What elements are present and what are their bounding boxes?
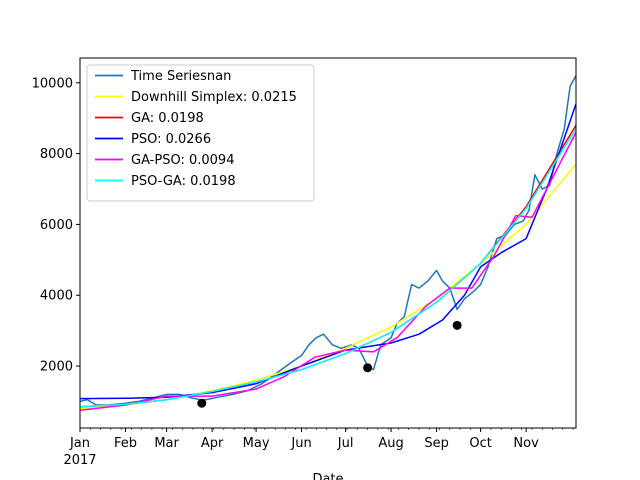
x-tick-sublabel: 2017 [63, 453, 96, 468]
x-axis-title: Date [312, 472, 343, 480]
x-tick-label: Nov [513, 436, 539, 451]
legend-label: GA: 0.0198 [131, 111, 204, 126]
scatter-point-2 [363, 363, 373, 373]
x-tick-label: Oct [469, 436, 491, 451]
legend-box [86, 64, 315, 202]
legend: Time Seriesnan Downhill Simplex: 0.0215 GA… [86, 64, 315, 202]
x-tick-label: Feb [114, 436, 137, 451]
x-tick-label: Apr [201, 436, 224, 451]
x-axis: Jan 2017 Feb Mar Apr May Jun Jul Aug Sep Oct Nov [63, 428, 574, 468]
scatter-point-1 [197, 398, 207, 408]
y-tick-label: 8000 [40, 147, 73, 162]
y-tick-label: 2000 [40, 360, 73, 375]
legend-label: Time Seriesnan [130, 69, 231, 84]
x-tick-label: May [243, 436, 270, 451]
marker-layer [197, 320, 462, 408]
y-tick-label: 10000 [32, 76, 73, 91]
legend-label: PSO-GA: 0.0198 [131, 174, 236, 189]
x-tick-label: Jul [337, 436, 354, 451]
legend-label: GA-PSO: 0.0094 [131, 153, 234, 168]
legend-label: PSO: 0.0266 [131, 132, 211, 147]
x-tick-label: Jan [69, 436, 90, 451]
y-tick-label: 4000 [40, 289, 73, 304]
x-tick-label: Sep [424, 436, 449, 451]
series-layer [80, 75, 576, 412]
x-tick-label: Mar [154, 436, 179, 451]
series-line-6 [80, 128, 576, 408]
scatter-point-3 [452, 320, 462, 330]
x-tick-label: Aug [378, 436, 403, 451]
legend-label: Downhill Simplex: 0.0215 [131, 90, 297, 105]
plot-frame [79, 57, 577, 429]
x-tick-label: Jun [290, 436, 311, 451]
series-line-1 [80, 75, 576, 406]
series-line-5 [80, 132, 576, 412]
y-tick-label: 6000 [40, 218, 73, 233]
y-axis: 2000 4000 6000 8000 10000 [32, 76, 80, 375]
